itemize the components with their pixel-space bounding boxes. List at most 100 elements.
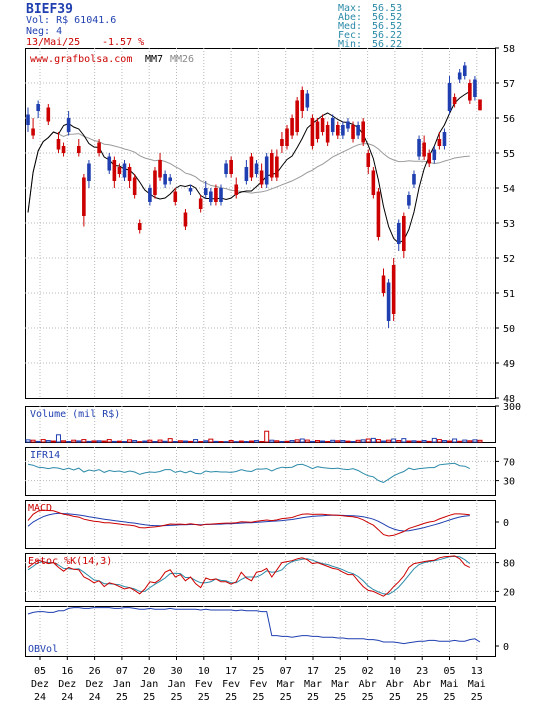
candle-down (437, 139, 442, 146)
stat-min-value: 56.22 (372, 39, 403, 50)
volume-bar (228, 440, 234, 443)
volume-bar (40, 439, 46, 443)
x-tick-month: Mai (440, 679, 458, 690)
volume-bar (45, 440, 51, 443)
candle-up (209, 191, 213, 202)
x-tick-month: Abr (359, 679, 377, 690)
x-tick-month: Jan (113, 679, 131, 690)
x-tick-year: 24 (89, 692, 101, 703)
x-tick-day: 07 (280, 666, 292, 677)
x-tick-month: Mar (331, 679, 349, 690)
candle-up (122, 163, 127, 178)
x-tick-year: 25 (416, 692, 428, 703)
candle-up (87, 163, 91, 181)
x-tick-year: 25 (443, 692, 455, 703)
x-tick-day: 17 (307, 666, 319, 677)
x-tick-year: 25 (225, 692, 237, 703)
volume-bar (304, 439, 310, 443)
ticker-title: BIEF39 (26, 2, 73, 17)
volume-ytick-label: 300 (503, 402, 521, 413)
volume-bar (55, 434, 61, 443)
candle-up (356, 125, 360, 136)
volume-bar (299, 438, 305, 443)
candle-down (183, 212, 188, 227)
price-ytick-label: 49 (503, 359, 515, 370)
candle-down (325, 125, 330, 143)
volume-bar (472, 439, 478, 443)
price-ytick-label: 50 (503, 324, 515, 335)
candle-down (381, 275, 386, 293)
volume-bar (330, 439, 336, 443)
candle-down (422, 142, 426, 157)
stat-close-label: Fec: (338, 30, 363, 41)
volume-bar (177, 440, 183, 443)
volume-bar (86, 440, 92, 443)
volume-bar (127, 439, 133, 443)
volume-bar (25, 439, 31, 443)
candle-up (417, 139, 421, 157)
ifr-title: IFR14 (30, 450, 60, 461)
candle-up (412, 174, 416, 185)
date-label: 13/Mai/25 (26, 37, 81, 48)
stat-max-value: 56.53 (372, 3, 403, 14)
volume-bar (335, 440, 341, 443)
candle-down (82, 177, 86, 216)
volume-bar (50, 440, 56, 443)
candle-up (163, 174, 167, 185)
volume-bar (406, 440, 412, 443)
candle-down (61, 146, 66, 153)
x-tick-month: Mar (304, 679, 322, 690)
candle-down (295, 100, 299, 132)
volume-bar (462, 439, 468, 443)
volume-bar (111, 440, 117, 443)
x-tick-day: 17 (225, 666, 237, 677)
volume-bar (132, 440, 138, 443)
volume-bar (208, 438, 214, 443)
ma26-line (27, 131, 470, 213)
volume-bar (101, 440, 107, 443)
volume-bar (182, 440, 188, 443)
x-tick-month: Dez (86, 679, 104, 690)
candle-down (56, 139, 61, 150)
candle-down (310, 118, 315, 146)
price-ytick-label: 53 (503, 219, 515, 230)
volume-title: Volume (mil R$) (30, 409, 120, 420)
volume-bar (381, 440, 387, 443)
price-panel-frame (25, 48, 496, 399)
ifr-ytick-label: 30 (503, 477, 515, 488)
macd-panel-frame (25, 500, 496, 549)
macd-ytick-label: 0 (503, 518, 509, 529)
stoch-k-line (27, 555, 471, 597)
candle-down (290, 118, 294, 136)
x-tick-year: 25 (471, 692, 483, 703)
candle-up (346, 121, 350, 129)
stat-max-label: Max: (338, 3, 363, 14)
watermark-text: www.grafbolsa.com (30, 54, 132, 65)
candle-down (427, 153, 432, 164)
x-tick-year: 25 (362, 692, 374, 703)
stat-close-value: 56.22 (372, 30, 403, 41)
volume-panel-frame (25, 406, 496, 443)
stoch-ytick-label: 20 (503, 587, 515, 598)
candle-down (127, 167, 132, 181)
volume-bar (30, 439, 36, 443)
x-tick-month: Dez (31, 679, 49, 690)
volume-bar (457, 440, 463, 443)
candle-down (280, 139, 284, 146)
candle-up (188, 188, 193, 192)
x-tick-day: 25 (252, 666, 264, 677)
candle-down (97, 142, 101, 153)
x-tick-day: 16 (61, 666, 73, 677)
volume-bar (320, 440, 326, 443)
candle-up (224, 163, 228, 174)
price-ytick-label: 57 (503, 79, 515, 90)
volume-bar (193, 439, 199, 443)
volume-bar (264, 430, 270, 443)
x-tick-month: Abr (413, 679, 431, 690)
candle-down (402, 216, 406, 251)
stat-open-value: 56.52 (372, 12, 403, 23)
price-ytick-label: 51 (503, 289, 515, 300)
candle-up (107, 156, 112, 171)
volume-bar (436, 439, 442, 443)
volume-bar (76, 440, 82, 443)
